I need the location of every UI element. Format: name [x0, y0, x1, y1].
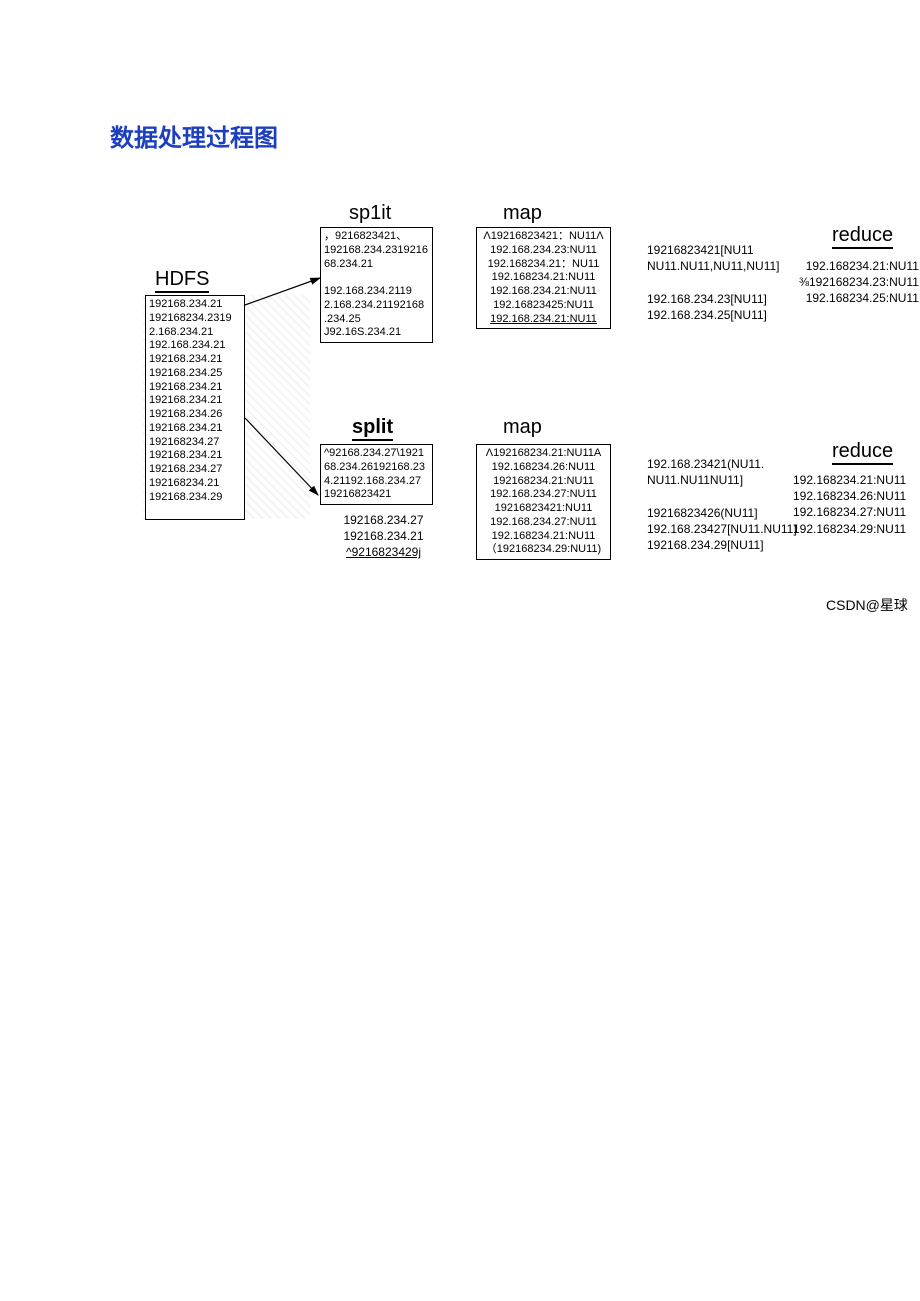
- split1-box: ，9216823421、192168.234.231921668.234.21 …: [320, 227, 433, 343]
- map2-label: map: [503, 416, 542, 439]
- split1-label: sp1it: [349, 202, 391, 225]
- map1-label: map: [503, 202, 542, 225]
- arrows-svg: [0, 0, 920, 1301]
- hdfs-box: 192168.234.21192168234.23192.168.234.211…: [145, 295, 245, 520]
- reduce1-lines: 192.168234.21:NU11⅜192168234.23:NU11192.…: [799, 258, 919, 307]
- hdfs-label: HDFS: [155, 268, 209, 293]
- reduce2-label: reduce: [832, 440, 893, 465]
- split2-under-text: 192168.234.27192168.234.21^9216823429j: [327, 512, 440, 561]
- map1-grouped-text: 19216823421[NU11NU11.NU11,NU11,NU11] 192…: [647, 242, 780, 323]
- csdn-watermark: CSDN@星球: [826, 595, 908, 615]
- split2-label: split: [352, 416, 393, 441]
- reduce1-label: reduce: [832, 224, 893, 249]
- map2-box: Λ192168234.21:NU11A192.168234.26:NU11192…: [476, 444, 611, 560]
- map2-grouped-text: 192.168.23421(NU11. NU11.NU11NU11] 19216…: [647, 456, 797, 553]
- page-title: 数据处理过程图: [110, 118, 278, 153]
- reduce2-lines: 192.168234.21:NU11192.168234.26:NU11192.…: [793, 472, 906, 537]
- split2-box: ^92168.234.27\192168.234.26192168.234.21…: [320, 444, 433, 505]
- map1-box: Λ19216823421：NU11Λ192.168.234.23:NU11192…: [476, 227, 611, 329]
